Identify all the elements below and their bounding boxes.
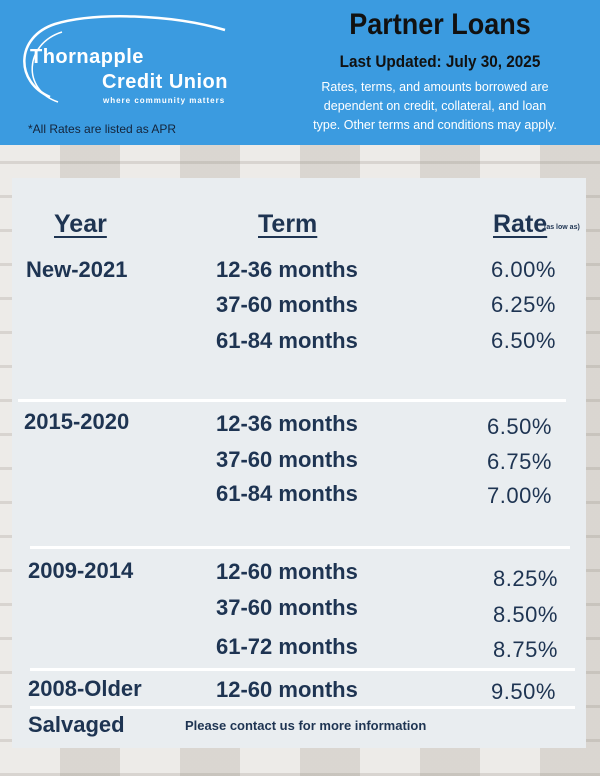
term-cell: 37-60 months (216, 447, 358, 472)
rate-cell: 6.75% (487, 449, 552, 474)
term-cell: 12-60 months (216, 559, 358, 584)
disclaimer: Rates, terms, and amounts borrowed are d… (285, 78, 585, 135)
logo-swoosh-icon (23, 15, 226, 103)
term-cell: 61-84 months (216, 481, 358, 506)
rate-cell: 9.50% (491, 679, 556, 704)
rate-cell: 8.25% (493, 566, 558, 591)
logo-name-line1: Thornapple (30, 46, 144, 68)
page-title: Partner Loans (349, 8, 531, 41)
column-header-rate-label: Rate (493, 210, 548, 238)
rate-cell: 6.25% (491, 292, 556, 317)
rate-cell: 8.50% (493, 602, 558, 627)
rate-note: (as low as) (544, 224, 580, 231)
year-label: 2015-2020 (24, 409, 130, 434)
year-label: New-2021 (26, 257, 128, 282)
term-cell: 61-72 months (216, 634, 358, 659)
rate-cell: 6.50% (487, 414, 552, 439)
term-cell: 61-84 months (216, 328, 358, 353)
divider (30, 706, 575, 709)
rates-panel (12, 178, 586, 748)
contact-note: Please contact us for more information (185, 718, 427, 733)
column-header-rate: Rate (493, 210, 547, 239)
disclaimer-line: dependent on credit, collateral, and loa… (323, 99, 547, 113)
logo-name-line2: Credit Union (102, 71, 228, 93)
divider (30, 546, 570, 549)
rate-cell: 6.00% (491, 257, 556, 282)
rate-cell: 8.75% (493, 637, 558, 662)
rate-cell: 7.00% (487, 483, 552, 508)
term-cell: 12-36 months (216, 411, 358, 436)
divider (30, 668, 575, 671)
disclaimer-line: Rates, terms, and amounts borrowed are (321, 80, 549, 94)
year-label: 2008-Older (28, 676, 142, 701)
term-cell: 37-60 months (216, 595, 358, 620)
apr-note: *All Rates are listed as APR (28, 122, 177, 136)
header-banner: Thornapple Credit Union where community … (0, 0, 600, 145)
term-cell: 37-60 months (216, 292, 358, 317)
column-header-term: Term (258, 210, 318, 238)
disclaimer-line: type. Other terms and conditions may app… (313, 118, 557, 132)
year-label: Salvaged (28, 712, 125, 737)
term-cell: 12-36 months (216, 257, 358, 282)
last-updated: Last Updated: July 30, 2025 (339, 52, 541, 71)
term-cell: 12-60 months (216, 677, 358, 702)
column-header-year: Year (54, 210, 107, 238)
year-label: 2009-2014 (28, 558, 134, 583)
rate-cell: 6.50% (491, 328, 556, 353)
divider (18, 399, 566, 402)
logo-tagline: where community matters (103, 96, 226, 105)
